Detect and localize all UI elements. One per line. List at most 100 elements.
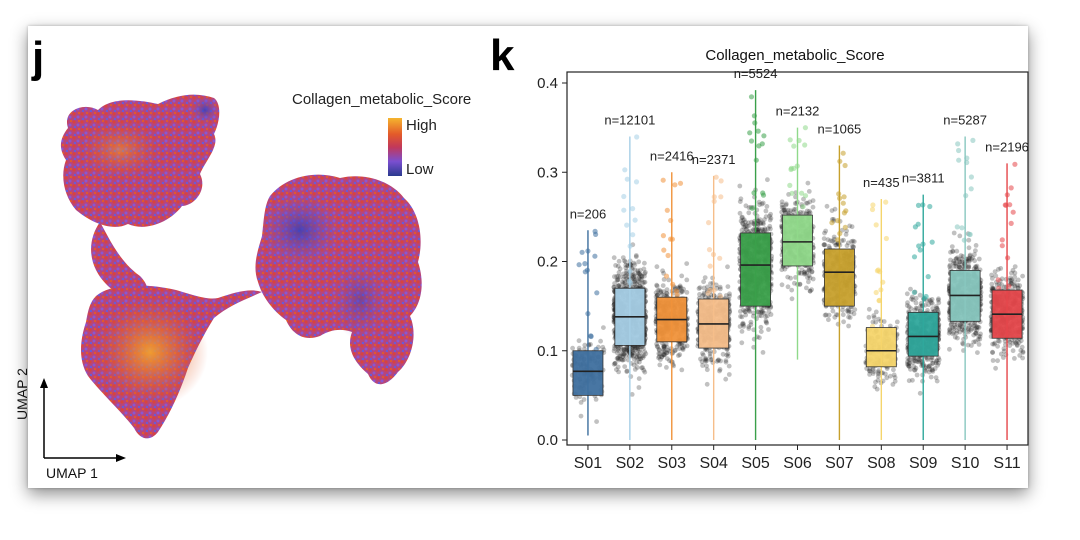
outlier-point [718, 194, 724, 200]
outlier-point [959, 225, 965, 231]
data-point [951, 230, 957, 236]
data-point [951, 326, 956, 331]
outlier-point [660, 177, 666, 183]
data-point [758, 329, 764, 334]
data-point [702, 275, 708, 280]
outlier-point [632, 217, 638, 223]
outlier-point [916, 243, 922, 249]
data-point [632, 347, 638, 353]
data-point [631, 350, 636, 356]
data-point [573, 395, 579, 400]
data-point [581, 397, 587, 402]
data-point [718, 286, 723, 292]
data-point [619, 279, 625, 285]
outlier-point [749, 205, 755, 211]
data-point [716, 357, 721, 363]
data-point [641, 280, 647, 285]
outlier-point [753, 157, 759, 163]
data-point [717, 367, 723, 372]
boxplot-chart: Collagen_metabolic_Score 0.00.10.20.30.4… [537, 47, 1029, 472]
outlier-point [593, 231, 599, 237]
data-point [678, 290, 684, 295]
data-point [630, 348, 636, 354]
data-point [918, 303, 924, 309]
data-point [947, 327, 952, 333]
outlier-point [929, 239, 935, 245]
count-label: n=2416 [650, 148, 694, 163]
data-point [949, 244, 955, 250]
data-point [653, 290, 659, 296]
data-point [718, 358, 723, 364]
data-point [992, 269, 998, 274]
data-point [700, 351, 705, 356]
data-point [809, 269, 815, 275]
data-point [661, 289, 666, 294]
outlier-point [670, 281, 676, 287]
data-point [656, 355, 661, 361]
data-point [643, 351, 649, 357]
data-point [636, 276, 642, 281]
data-point [741, 322, 746, 327]
data-point [779, 199, 785, 205]
outlier-point [961, 237, 967, 243]
data-point [593, 397, 599, 402]
data-point [615, 346, 621, 352]
outlier-point [911, 254, 918, 260]
data-point [682, 344, 687, 349]
outlier-point [829, 220, 835, 226]
data-point [965, 327, 971, 333]
data-point [805, 180, 811, 186]
data-point [659, 354, 665, 360]
data-point [666, 277, 672, 283]
data-point [913, 295, 919, 301]
data-point [637, 284, 643, 289]
data-point [789, 296, 795, 302]
data-point [802, 271, 808, 276]
data-point [640, 353, 645, 359]
outlier-point [660, 233, 666, 239]
data-point [625, 344, 630, 350]
data-point [883, 371, 888, 377]
x-tick-label: S05 [741, 455, 770, 472]
umap-high-region [92, 296, 208, 408]
data-point [634, 360, 639, 365]
data-point [913, 300, 919, 306]
outlier-point [970, 137, 976, 143]
outlier-point [968, 186, 974, 192]
outlier-point [999, 237, 1005, 243]
outlier-point [634, 134, 640, 140]
data-point [717, 284, 723, 290]
data-point [632, 267, 638, 273]
data-point [947, 262, 953, 268]
data-point [764, 204, 770, 209]
outlier-point [661, 247, 667, 253]
outlier-point [677, 180, 684, 186]
data-point [966, 245, 972, 251]
data-point [740, 320, 746, 326]
data-point [704, 381, 710, 387]
data-point [638, 356, 644, 361]
data-point [677, 283, 683, 289]
data-point [633, 345, 639, 351]
data-point [618, 356, 623, 362]
data-point [639, 274, 645, 279]
data-point [755, 222, 761, 227]
outlier-point [718, 178, 724, 184]
data-point [661, 352, 667, 358]
data-point [634, 281, 639, 287]
data-point [615, 273, 621, 279]
data-point [823, 228, 829, 234]
data-point [611, 361, 617, 367]
data-point [758, 309, 764, 315]
data-point [660, 352, 666, 357]
data-point [624, 369, 630, 374]
count-label: n=12101 [604, 113, 655, 128]
data-point [629, 346, 635, 351]
data-point [989, 272, 994, 278]
data-point [707, 351, 713, 356]
count-label: n=3811 [902, 171, 945, 186]
outlier-point [1008, 220, 1014, 226]
data-point [654, 292, 660, 298]
data-point [667, 348, 672, 354]
data-point [928, 357, 934, 363]
